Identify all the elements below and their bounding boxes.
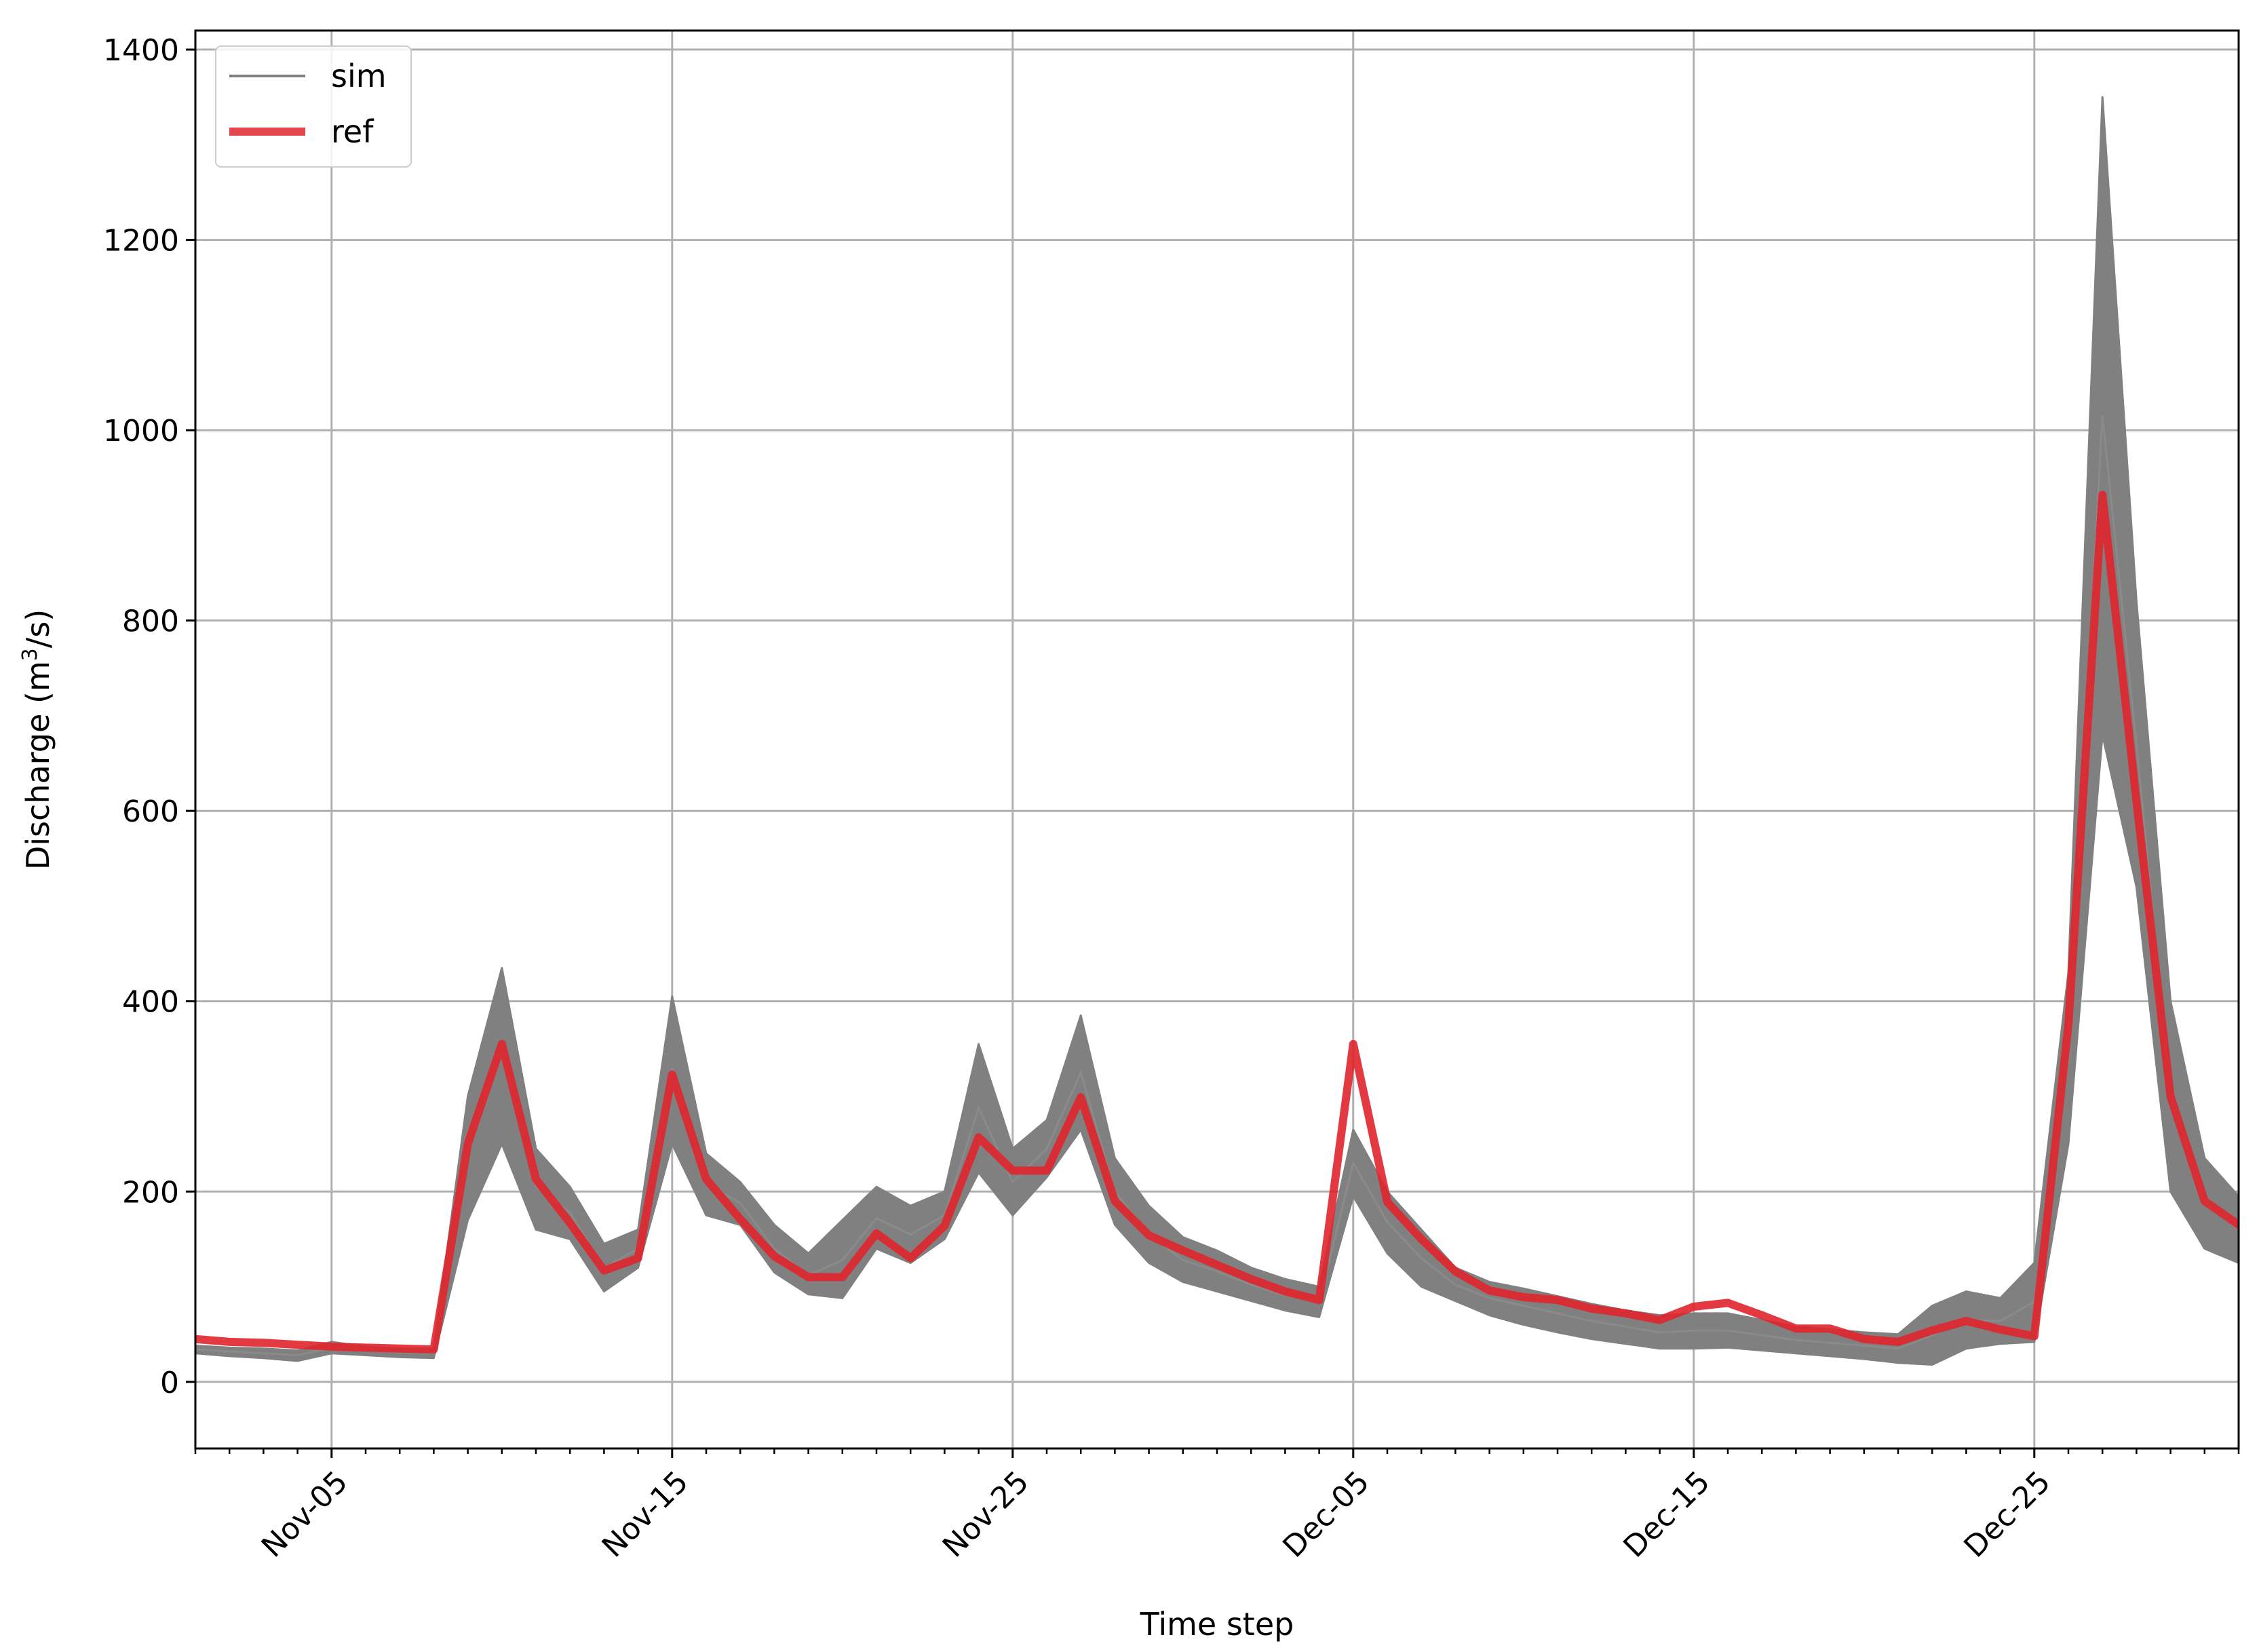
legend-sim-label: sim	[331, 58, 387, 94]
legend-ref-label: ref	[331, 113, 374, 150]
series-layer	[195, 96, 2239, 1366]
y-axis-title: Discharge (m3/s)	[18, 609, 56, 870]
x-axis-title: Time step	[1140, 1606, 1294, 1643]
y-tick-label-1200: 1200	[103, 224, 179, 258]
ref-line	[195, 491, 2239, 1354]
y-axis-title-superscript: 3	[18, 648, 42, 661]
grid-lines	[195, 31, 2239, 1448]
y-tick-label-400: 400	[122, 985, 179, 1020]
legend: sim ref	[215, 45, 412, 168]
y-axis-title-unit: /s)	[20, 609, 56, 648]
y-tick-label-0: 0	[160, 1366, 179, 1400]
sim-ensemble-band	[195, 96, 2239, 1366]
y-tick-label-200: 200	[122, 1175, 179, 1210]
y-tick-label-1000: 1000	[103, 414, 179, 448]
y-tick-label-600: 600	[122, 794, 179, 829]
sim-line	[195, 415, 2239, 1357]
y-axis: 0 200 400 600 800 1000 1200 1400	[103, 33, 195, 1400]
y-tick-label-800: 800	[122, 604, 179, 639]
y-tick-label-1400: 1400	[103, 33, 179, 68]
y-axis-title-main: Discharge (m	[20, 661, 56, 870]
